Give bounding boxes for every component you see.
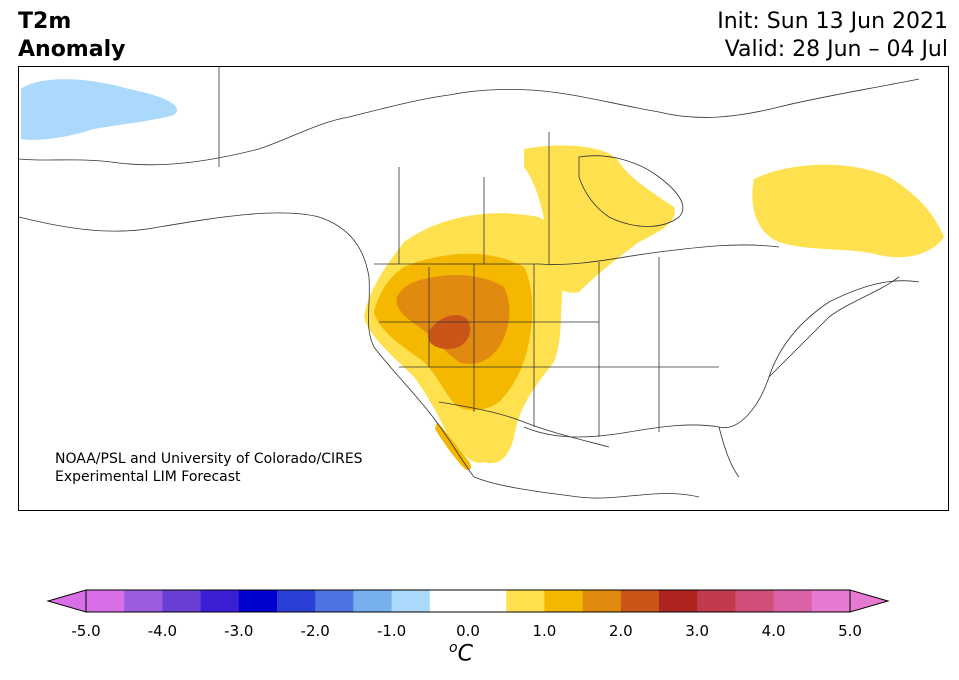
us-canada-border xyxy=(374,244,780,265)
init-date: Init: Sun 13 Jun 2021 xyxy=(717,9,948,34)
colorbar-bin xyxy=(315,590,354,612)
valid-date: Valid: 28 Jun – 04 Jul xyxy=(724,37,948,62)
colorbar-border xyxy=(85,589,851,613)
colorbar-bins xyxy=(86,590,851,612)
credit-line-1: NOAA/PSL and University of Colorado/CIRE… xyxy=(55,451,363,467)
unit-label: oC xyxy=(449,640,473,666)
credit-text: NOAA/PSL and University of Colorado/CIRE… xyxy=(55,450,363,486)
colorbar-bin xyxy=(544,590,584,612)
colorbar-bin xyxy=(659,590,698,612)
colorbar-tick-label: 0.0 xyxy=(456,622,480,640)
colorbar-tick-label: -4.0 xyxy=(147,622,178,640)
west-coast xyxy=(19,212,475,478)
colorbar-bin xyxy=(86,590,125,612)
great-basin-warm-2to25 xyxy=(428,315,471,349)
colorbar-bin xyxy=(353,590,393,612)
colorbar-bin xyxy=(773,590,813,612)
map-panel xyxy=(18,66,949,511)
colorbar-bin xyxy=(582,590,622,612)
hudson-bay xyxy=(578,155,684,227)
map-title: T2m Anomaly xyxy=(18,8,125,64)
map-canvas xyxy=(19,67,944,499)
quebec-warm-anomaly xyxy=(752,164,944,258)
title-line-2: Anomaly xyxy=(18,37,126,62)
colorbar-bin xyxy=(735,590,775,612)
colorbar-bin xyxy=(162,590,202,612)
colorbar-bin xyxy=(391,590,431,612)
colorbar-bin xyxy=(429,590,469,612)
colorbar-extend-low xyxy=(46,589,87,613)
colorbar-bin xyxy=(697,590,736,612)
colorbar-bin xyxy=(468,590,507,612)
florida xyxy=(718,426,740,478)
colorbar-tick-label: 3.0 xyxy=(685,622,710,640)
gulf-coast xyxy=(523,280,920,438)
colorbar-bin xyxy=(506,590,545,612)
colorbar xyxy=(46,589,890,613)
colorbar-tick-label: -2.0 xyxy=(300,622,330,640)
credit-line-2: Experimental LIM Forecast xyxy=(55,469,241,485)
colorbar-tick-label: 1.0 xyxy=(532,622,557,640)
colorbar-bin xyxy=(277,590,316,612)
forecast-dates: Init: Sun 13 Jun 2021 Valid: 28 Jun – 04… xyxy=(717,8,948,64)
us-mexico-border xyxy=(438,401,610,448)
colorbar-bin xyxy=(811,590,851,612)
mexico-outline xyxy=(473,476,700,499)
colorbar-extend-high xyxy=(849,589,890,613)
colorbar-tick-label: -5.0 xyxy=(71,622,101,640)
colorbar-bin xyxy=(200,590,240,612)
colorbar-bin xyxy=(124,590,163,612)
anomaly-fills xyxy=(21,79,944,470)
colorbar-tick-label: -1.0 xyxy=(376,622,407,640)
colorbar-tick-label: 5.0 xyxy=(838,622,862,640)
colorbar-bin xyxy=(620,590,660,612)
unit-base: C xyxy=(457,641,473,667)
east-coast xyxy=(768,276,900,378)
unit-superscript: o xyxy=(449,640,458,656)
colorbar-tick-label: 2.0 xyxy=(608,622,633,640)
map-lines xyxy=(19,67,920,499)
colorbar-bin xyxy=(238,590,278,612)
colorbar-tick-label: 4.0 xyxy=(761,622,786,640)
colorbar-tick-label: -3.0 xyxy=(224,622,254,640)
arctic-coastline xyxy=(19,78,920,166)
alaska-cool-anomaly xyxy=(21,79,177,140)
title-line-1: T2m xyxy=(18,9,72,34)
